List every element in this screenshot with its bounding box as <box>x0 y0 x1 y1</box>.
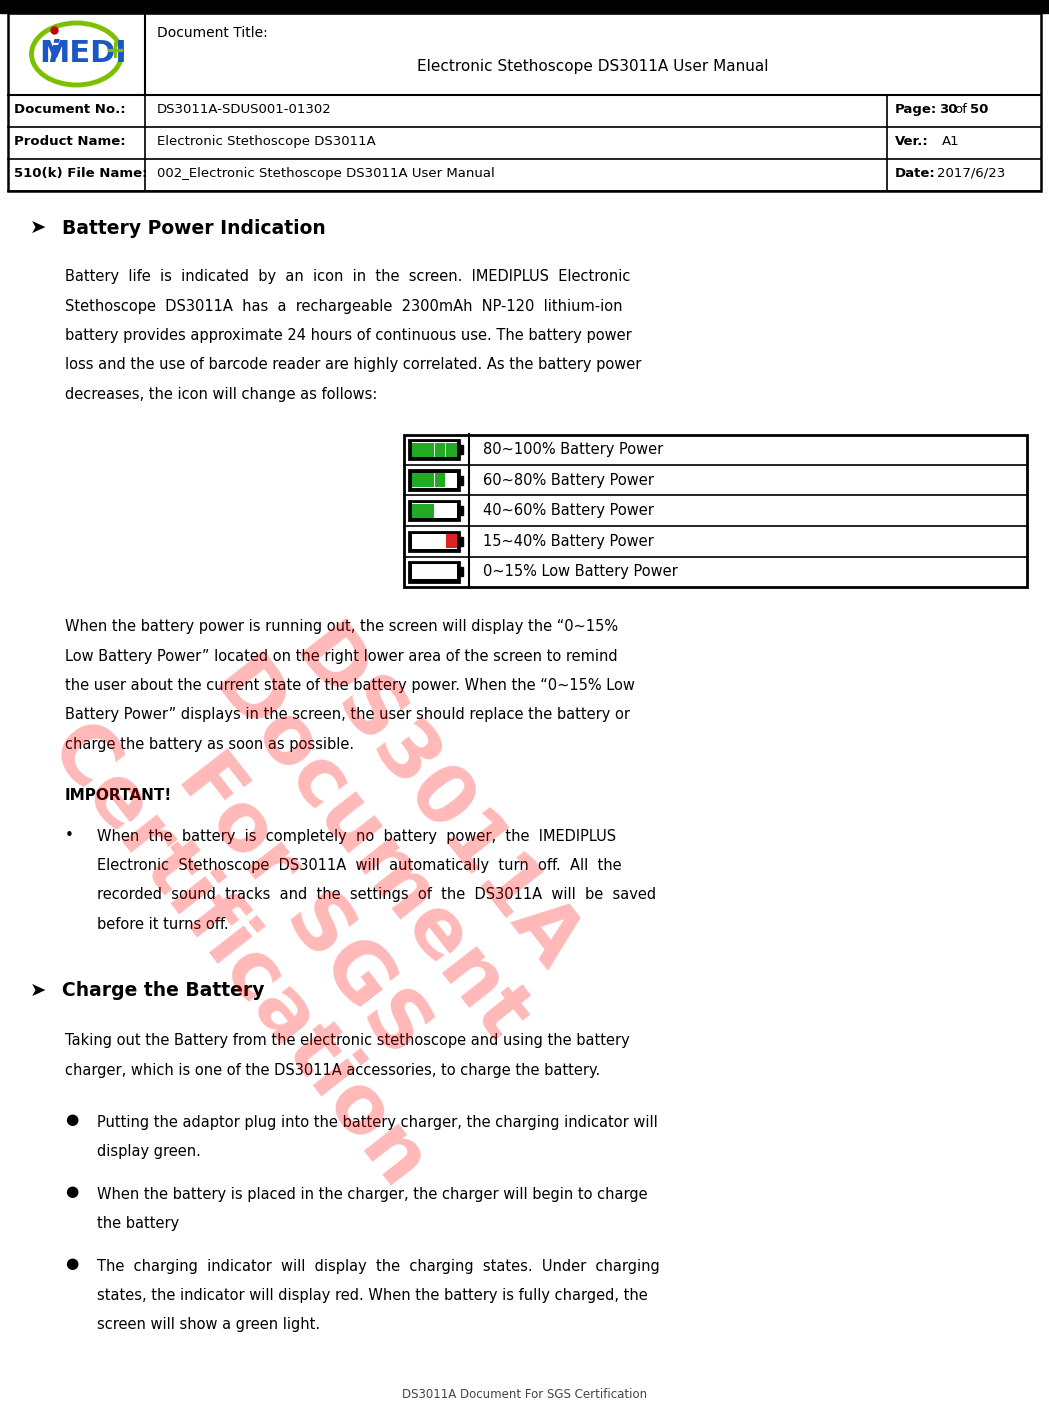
Text: charge the battery as soon as possible.: charge the battery as soon as possible. <box>65 736 355 752</box>
Text: 50: 50 <box>970 102 988 115</box>
Bar <box>434 565 446 579</box>
Bar <box>446 443 456 457</box>
Bar <box>424 565 434 579</box>
Text: 80~100% Battery Power: 80~100% Battery Power <box>483 443 663 457</box>
Text: When the battery power is running out, the screen will display the “0~15%: When the battery power is running out, t… <box>65 619 618 634</box>
Bar <box>412 534 423 548</box>
Text: ●: ● <box>65 1256 79 1271</box>
Text: i: i <box>48 38 59 68</box>
Bar <box>459 507 464 515</box>
Text: •: • <box>65 829 73 843</box>
Text: 510(k) File Name:: 510(k) File Name: <box>14 166 148 179</box>
Text: 40~60% Battery Power: 40~60% Battery Power <box>483 504 654 518</box>
Text: When  the  battery  is  completely  no  battery  power,  the  IMEDIPLUS: When the battery is completely no batter… <box>97 829 616 843</box>
Text: ➤: ➤ <box>30 982 46 1000</box>
Bar <box>8 13 1041 192</box>
Text: states, the indicator will display red. When the battery is fully charged, the: states, the indicator will display red. … <box>97 1288 647 1303</box>
Bar <box>459 536 464 546</box>
Bar <box>446 504 456 518</box>
Bar <box>459 568 464 576</box>
Text: Putting the adaptor plug into the battery charger, the charging indicator will: Putting the adaptor plug into the batter… <box>97 1114 658 1130</box>
Bar <box>0 0 1049 13</box>
Bar <box>434 504 446 518</box>
Text: decreases, the icon will change as follows:: decreases, the icon will change as follo… <box>65 387 378 402</box>
Text: the user about the current state of the battery power. When the “0~15% Low: the user about the current state of the … <box>65 678 635 692</box>
Bar <box>424 473 434 487</box>
Text: Date:: Date: <box>895 166 936 179</box>
Bar <box>411 473 457 488</box>
Bar <box>411 534 457 549</box>
Text: Charge the Battery: Charge the Battery <box>62 982 264 1000</box>
Text: Low Battery Power” located on the right lower area of the screen to remind: Low Battery Power” located on the right … <box>65 648 618 664</box>
Text: ●: ● <box>65 1185 79 1199</box>
Text: Taking out the Battery from the electronic stethoscope and using the battery: Taking out the Battery from the electron… <box>65 1033 629 1049</box>
Text: When the battery is placed in the charger, the charger will begin to charge: When the battery is placed in the charge… <box>97 1186 647 1202</box>
Text: +: + <box>104 38 125 62</box>
Bar <box>409 532 459 551</box>
Text: DS3011A-SDUS001-01302: DS3011A-SDUS001-01302 <box>157 102 331 115</box>
Bar <box>411 565 457 579</box>
Text: Electronic  Stethoscope  DS3011A  will  automatically  turn  off.  All  the: Electronic Stethoscope DS3011A will auto… <box>97 858 622 873</box>
Bar <box>404 434 1027 587</box>
Bar <box>409 440 459 460</box>
Text: of: of <box>954 102 967 115</box>
Text: Electronic Stethoscope DS3011A User Manual: Electronic Stethoscope DS3011A User Manu… <box>418 58 769 74</box>
Bar <box>412 504 423 518</box>
Text: DS3011A Document For SGS Certification: DS3011A Document For SGS Certification <box>402 1388 647 1401</box>
Text: recorded  sound  tracks  and  the  settings  of  the  DS3011A  will  be  saved: recorded sound tracks and the settings o… <box>97 887 656 902</box>
Bar <box>409 562 459 582</box>
Text: The  charging  indicator  will  display  the  charging  states.  Under  charging: The charging indicator will display the … <box>97 1259 660 1273</box>
Text: ➤: ➤ <box>30 219 46 238</box>
Bar <box>446 565 456 579</box>
Text: Battery Power” displays in the screen, the user should replace the battery or: Battery Power” displays in the screen, t… <box>65 708 630 722</box>
Text: ●: ● <box>65 1112 79 1128</box>
Text: 2017/6/23: 2017/6/23 <box>937 166 1005 179</box>
Text: 15~40% Battery Power: 15~40% Battery Power <box>483 534 654 549</box>
Text: 60~80% Battery Power: 60~80% Battery Power <box>483 473 654 488</box>
Bar <box>424 534 434 548</box>
Text: Battery  life  is  indicated  by  an  icon  in  the  screen.  IMEDIPLUS  Electro: Battery life is indicated by an icon in … <box>65 270 630 284</box>
Bar <box>434 473 446 487</box>
Text: Document No.:: Document No.: <box>14 102 126 115</box>
Text: 0~15% Low Battery Power: 0~15% Low Battery Power <box>483 565 678 579</box>
Bar <box>424 443 434 457</box>
Bar <box>446 534 456 548</box>
Bar <box>434 534 446 548</box>
Bar <box>424 504 434 518</box>
Text: 30: 30 <box>939 102 958 115</box>
Text: battery provides approximate 24 hours of continuous use. The battery power: battery provides approximate 24 hours of… <box>65 328 631 343</box>
Text: A1: A1 <box>942 135 960 148</box>
Text: before it turns off.: before it turns off. <box>97 917 229 932</box>
Text: screen will show a green light.: screen will show a green light. <box>97 1317 320 1332</box>
Text: Stethoscope  DS3011A  has  a  rechargeable  2300mAh  NP-120  lithium-ion: Stethoscope DS3011A has a rechargeable 2… <box>65 298 622 314</box>
Text: IMPORTANT!: IMPORTANT! <box>65 789 172 803</box>
Bar <box>411 504 457 518</box>
Text: Document Title:: Document Title: <box>157 26 267 40</box>
Text: Battery Power Indication: Battery Power Indication <box>62 219 326 238</box>
Bar <box>409 501 459 521</box>
Text: MEDI: MEDI <box>40 38 127 68</box>
Text: display green.: display green. <box>97 1144 200 1159</box>
Bar <box>409 471 459 490</box>
Bar <box>411 443 457 457</box>
Text: Ver.:: Ver.: <box>895 135 928 148</box>
Text: charger, which is one of the DS3011A accessories, to charge the battery.: charger, which is one of the DS3011A acc… <box>65 1063 600 1078</box>
Bar <box>412 473 423 487</box>
Bar <box>459 475 464 485</box>
Bar <box>434 443 446 457</box>
Bar <box>446 473 456 487</box>
Text: loss and the use of barcode reader are highly correlated. As the battery power: loss and the use of barcode reader are h… <box>65 358 641 373</box>
Text: Electronic Stethoscope DS3011A: Electronic Stethoscope DS3011A <box>157 135 376 148</box>
Text: 002_Electronic Stethoscope DS3011A User Manual: 002_Electronic Stethoscope DS3011A User … <box>157 166 495 179</box>
Bar <box>459 446 464 454</box>
Text: DS3011A
Document
For SGS
Certification: DS3011A Document For SGS Certification <box>33 556 639 1203</box>
Text: Page:: Page: <box>895 102 937 115</box>
Text: the battery: the battery <box>97 1216 179 1232</box>
Bar <box>412 443 423 457</box>
Bar <box>412 565 423 579</box>
Text: Product Name:: Product Name: <box>14 135 126 148</box>
